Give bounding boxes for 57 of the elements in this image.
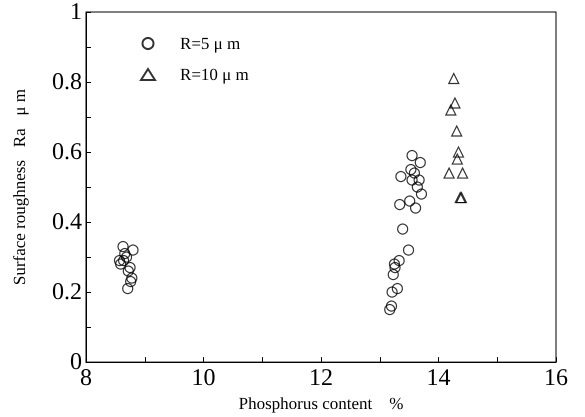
point	[127, 244, 139, 256]
point	[414, 174, 425, 186]
point	[119, 248, 130, 260]
point	[416, 188, 428, 200]
point	[395, 170, 406, 182]
y-axis-title: Surface roughness Ra μ m	[10, 89, 29, 286]
point	[406, 150, 418, 162]
point	[115, 258, 126, 270]
point	[386, 300, 398, 312]
point	[394, 198, 406, 210]
point	[388, 258, 400, 270]
point	[451, 125, 462, 137]
y-tick-label: 0	[70, 349, 82, 376]
point	[118, 254, 130, 266]
point	[445, 104, 456, 116]
point	[114, 254, 126, 266]
x-tick-label: 8	[80, 365, 92, 392]
legend-label: R=10 μ m	[180, 65, 249, 84]
point	[402, 244, 414, 256]
point	[405, 164, 416, 176]
x-tick-label: 16	[544, 365, 568, 392]
legend-label: R=5 μ m	[180, 34, 240, 53]
point	[394, 254, 405, 266]
point	[412, 181, 423, 193]
x-axis-title: Phosphorus content %	[238, 394, 404, 413]
point	[384, 304, 396, 316]
x-tick-label: 14	[426, 365, 450, 392]
point	[117, 240, 129, 252]
point	[120, 251, 132, 263]
y-tick-label: 1	[70, 0, 82, 25]
point	[414, 156, 426, 168]
point	[124, 262, 136, 274]
point	[410, 202, 422, 214]
point	[448, 72, 460, 84]
point	[389, 262, 401, 274]
y-tick-label: 0.4	[52, 209, 82, 236]
point	[397, 223, 408, 235]
point	[452, 153, 463, 165]
point	[456, 167, 468, 179]
point	[449, 97, 461, 109]
point	[452, 146, 464, 158]
x-tick-label: 10	[192, 365, 216, 392]
point	[122, 265, 134, 277]
point	[386, 286, 398, 298]
point	[122, 282, 134, 294]
point	[443, 167, 455, 179]
point	[392, 282, 403, 294]
y-tick-label: 0.2	[52, 279, 82, 306]
x-tick-label: 12	[309, 365, 333, 392]
point	[126, 272, 138, 284]
y-tick-label: 0.6	[52, 139, 82, 166]
point	[388, 268, 399, 280]
point	[404, 195, 416, 207]
point	[408, 167, 420, 179]
point	[406, 174, 418, 186]
point	[125, 276, 136, 288]
y-tick-label: 0.8	[52, 69, 82, 96]
